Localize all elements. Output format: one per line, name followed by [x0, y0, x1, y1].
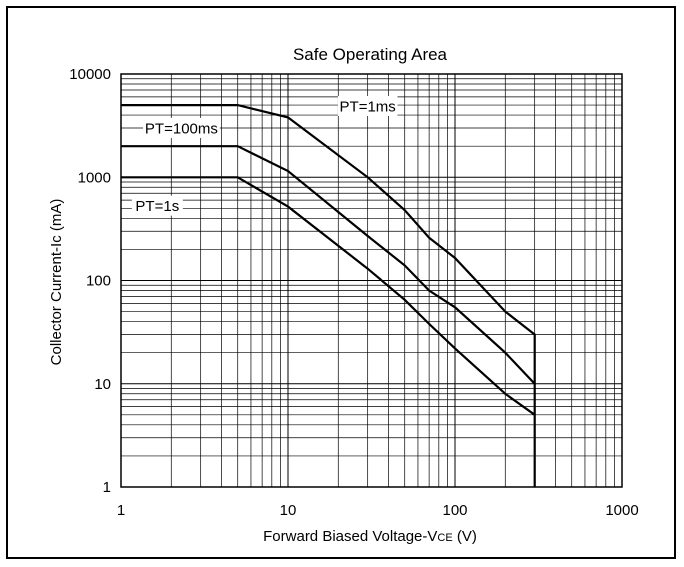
x-axis-label-unit: (V) — [453, 528, 477, 545]
series-label: PT=1s — [135, 198, 179, 215]
x-axis-label: Forward Biased Voltage-VCE (V) — [263, 528, 477, 545]
x-tick-label: 10 — [280, 502, 297, 519]
y-axis-label: Collector Current-Ic (mA) — [48, 199, 65, 366]
chart-title: Safe Operating Area — [293, 45, 448, 64]
series-label: PT=1ms — [340, 98, 396, 115]
x-axis-label-sub: CE — [437, 532, 452, 544]
x-tick-label: 1000 — [605, 502, 638, 519]
series-label-box — [337, 95, 398, 116]
series-line-2 — [121, 145, 536, 385]
plot-border — [120, 73, 623, 488]
series-line-1 — [121, 103, 536, 487]
x-axis-label-main: Forward Biased Voltage-V — [263, 528, 437, 545]
y-tick-label: 100 — [86, 273, 111, 290]
y-tick-label: 1 — [103, 479, 111, 496]
x-tick-label: 100 — [442, 502, 467, 519]
series-label-box — [131, 195, 183, 216]
series-label-box — [143, 117, 220, 138]
series-labels: PT=1ms PT=100ms PT=1s — [131, 95, 398, 216]
series-label: PT=100ms — [145, 120, 218, 137]
y-tick-label: 10000 — [69, 66, 111, 83]
y-tick-label: 1000 — [78, 169, 111, 186]
chart-title-background — [286, 43, 454, 66]
y-tick-label: 10 — [94, 376, 111, 393]
tick-labels: 1 10 100 1000 1 10 100 1000 10000 — [69, 66, 638, 519]
series-layer — [121, 103, 536, 487]
series-line-3 — [121, 176, 536, 416]
x-tick-label: 1 — [117, 502, 125, 519]
